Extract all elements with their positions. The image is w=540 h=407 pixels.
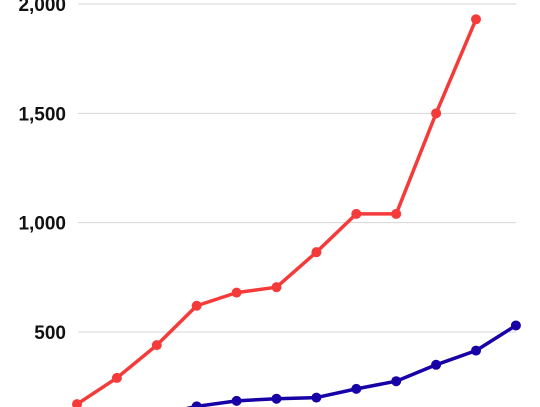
y-tick-label: 1,500 bbox=[18, 104, 66, 125]
data-point bbox=[271, 393, 282, 404]
data-point bbox=[231, 395, 242, 406]
data-point bbox=[191, 300, 202, 311]
data-point bbox=[191, 401, 202, 407]
series-line-2 bbox=[185, 323, 518, 407]
data-point bbox=[351, 383, 362, 394]
data-point bbox=[72, 399, 82, 407]
data-point bbox=[151, 340, 162, 351]
y-tick-label: 2,000 bbox=[18, 0, 66, 16]
data-point bbox=[111, 372, 122, 383]
y-tick-label: 1,000 bbox=[18, 214, 66, 235]
data-point bbox=[351, 208, 362, 219]
y-axis-tick-labels: 500 1,000 1,500 2,000 bbox=[18, 0, 66, 344]
y-tick-label: 500 bbox=[34, 323, 66, 344]
data-point bbox=[510, 320, 521, 331]
data-point bbox=[431, 359, 442, 370]
data-point bbox=[431, 108, 442, 119]
data-point bbox=[271, 282, 282, 293]
series-1 bbox=[72, 14, 481, 407]
series-line-1 bbox=[75, 17, 478, 406]
series-2 bbox=[185, 320, 521, 407]
series-group bbox=[72, 14, 521, 407]
data-point bbox=[391, 376, 402, 387]
data-point bbox=[231, 287, 242, 298]
data-point bbox=[311, 247, 322, 258]
gridlines bbox=[78, 3, 516, 333]
data-point bbox=[471, 14, 481, 25]
data-point bbox=[471, 345, 481, 356]
data-point bbox=[311, 392, 322, 403]
data-point bbox=[391, 208, 402, 219]
